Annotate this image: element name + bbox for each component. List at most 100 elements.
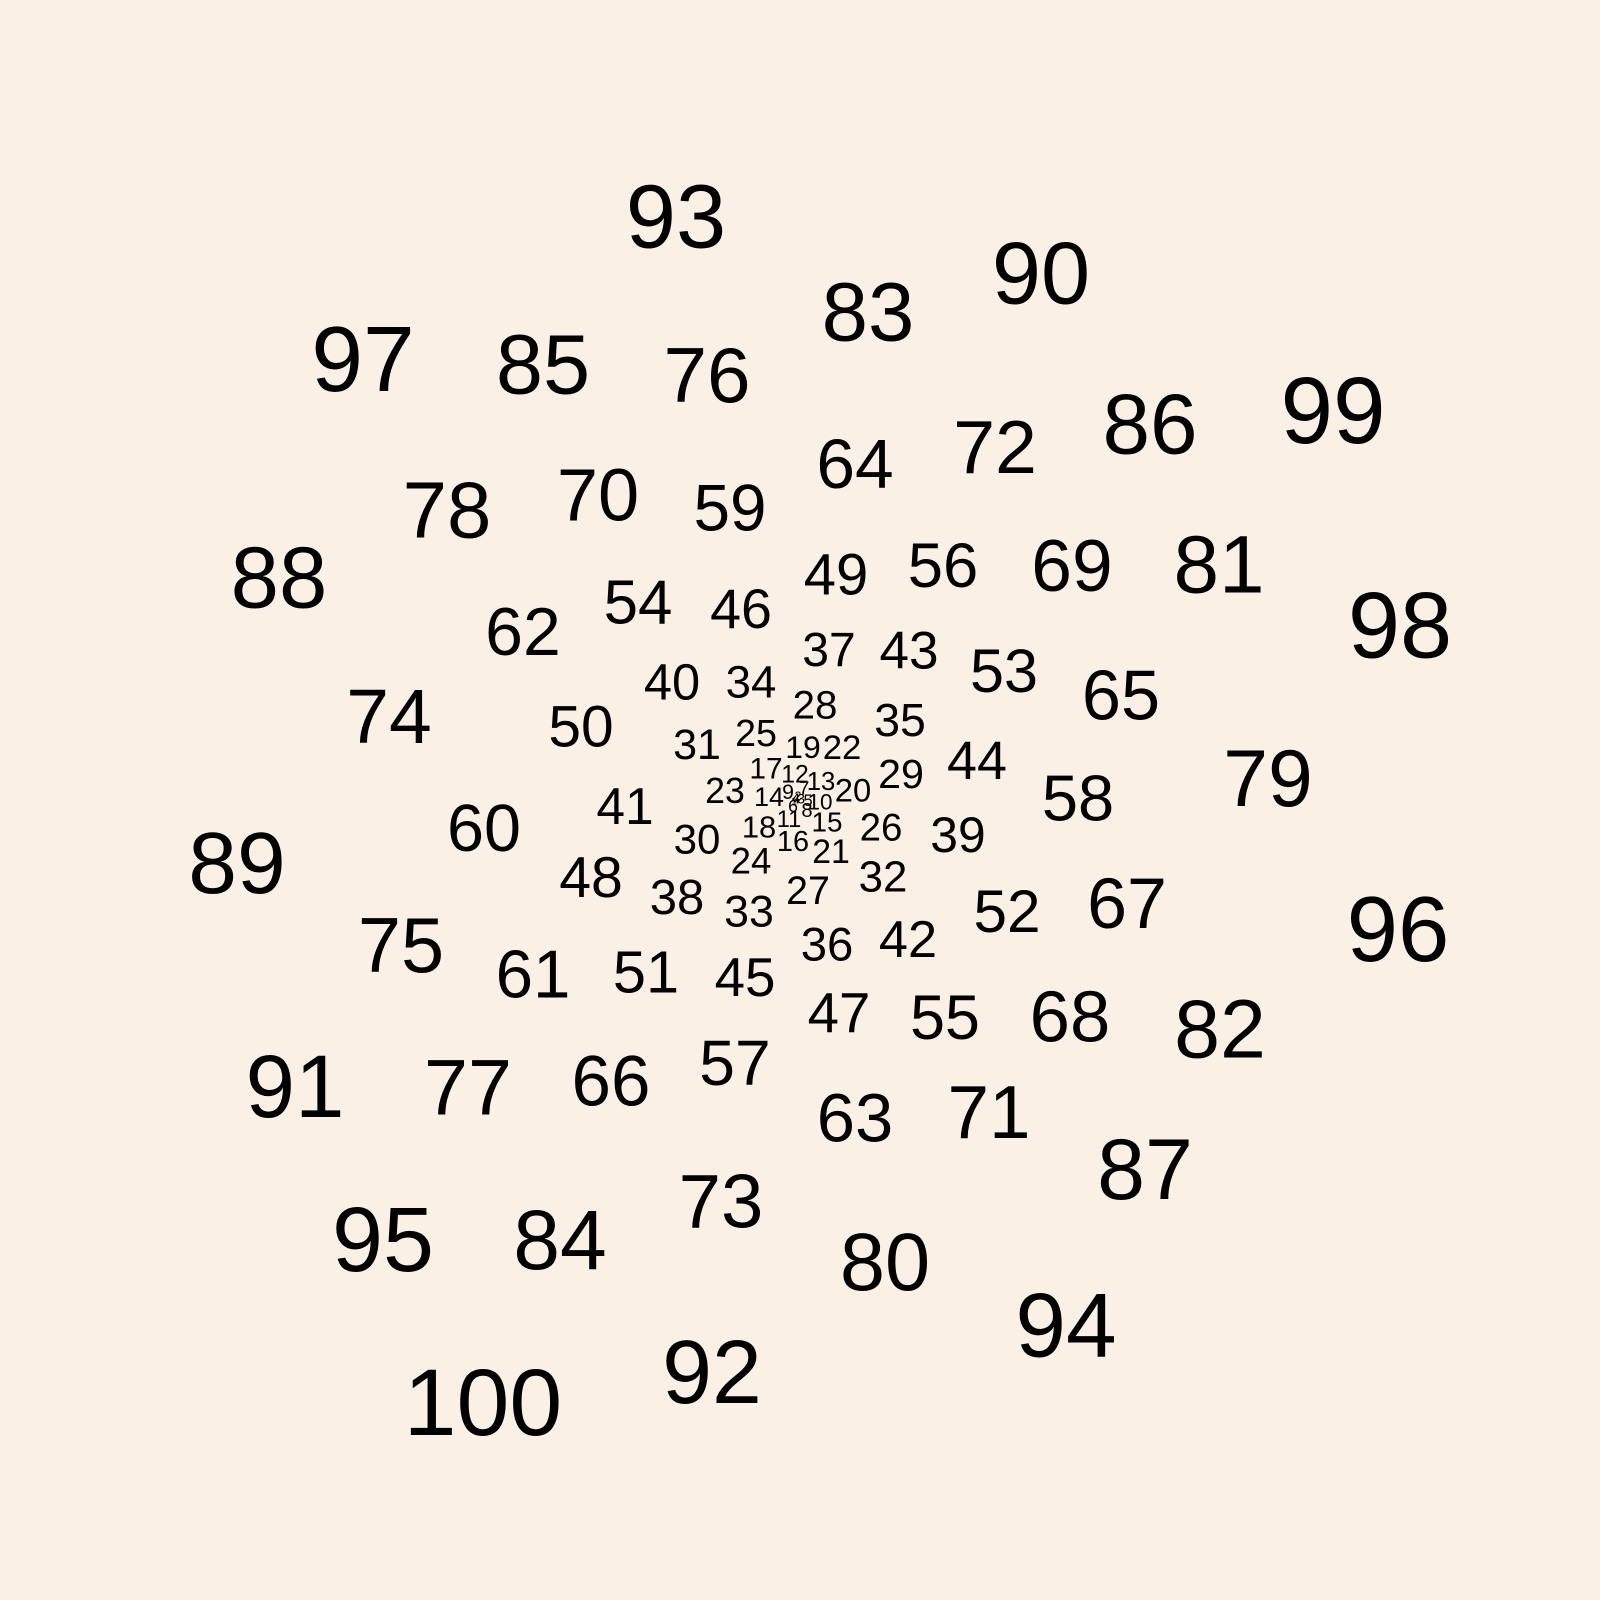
number-label-97: 97 [311, 307, 415, 411]
number-label-46: 46 [710, 578, 772, 640]
number-label-85: 85 [496, 317, 590, 412]
number-label-24: 24 [731, 841, 772, 882]
number-label-98: 98 [1348, 573, 1452, 678]
number-label-42: 42 [879, 911, 937, 969]
number-label-77: 77 [424, 1043, 512, 1132]
number-label-12: 12 [781, 762, 808, 789]
number-label-78: 78 [403, 466, 492, 555]
number-label-21: 21 [812, 833, 850, 871]
number-label-41: 41 [596, 777, 653, 835]
number-label-38: 38 [650, 871, 705, 925]
number-label-2: 2 [795, 789, 802, 803]
number-label-7: 7 [799, 779, 810, 800]
number-label-25: 25 [735, 712, 777, 754]
number-label-69: 69 [1031, 525, 1112, 607]
number-label-56: 56 [908, 531, 979, 601]
number-label-86: 86 [1102, 378, 1197, 473]
number-label-93: 93 [626, 167, 726, 268]
number-label-35: 35 [874, 694, 926, 746]
number-label-91: 91 [246, 1036, 345, 1136]
number-label-37: 37 [802, 623, 856, 677]
number-label-68: 68 [1030, 977, 1111, 1058]
number-label-83: 83 [822, 266, 915, 359]
number-label-27: 27 [786, 869, 830, 913]
number-label-22: 22 [823, 729, 862, 767]
number-label-89: 89 [188, 814, 285, 912]
number-label-67: 67 [1087, 864, 1167, 944]
number-label-64: 64 [816, 425, 893, 503]
number-label-9: 9 [782, 780, 794, 804]
number-label-66: 66 [572, 1043, 651, 1122]
number-label-99: 99 [1280, 358, 1385, 464]
number-label-55: 55 [910, 983, 980, 1053]
number-label-81: 81 [1173, 520, 1264, 611]
number-label-15: 15 [812, 807, 843, 838]
number-label-33: 33 [724, 888, 774, 937]
number-label-70: 70 [557, 454, 639, 537]
number-label-16: 16 [777, 826, 809, 858]
number-label-43: 43 [879, 622, 938, 681]
number-label-94: 94 [1015, 1276, 1116, 1377]
number-label-50: 50 [548, 695, 613, 760]
number-label-57: 57 [699, 1027, 770, 1099]
number-label-60: 60 [447, 792, 521, 866]
number-label-14: 14 [754, 782, 784, 812]
number-label-34: 34 [726, 657, 777, 708]
number-label-8: 8 [801, 800, 812, 822]
number-label-44: 44 [947, 731, 1007, 791]
number-label-63: 63 [817, 1080, 894, 1157]
number-label-80: 80 [840, 1218, 930, 1308]
number-label-58: 58 [1042, 762, 1114, 835]
number-label-23: 23 [705, 771, 745, 811]
number-label-90: 90 [992, 224, 1090, 323]
number-label-1: 1 [791, 797, 797, 808]
number-label-48: 48 [559, 846, 623, 910]
number-label-39: 39 [930, 807, 985, 863]
number-label-95: 95 [332, 1189, 434, 1291]
number-label-4: 4 [792, 791, 800, 808]
number-label-47: 47 [808, 982, 871, 1045]
number-label-75: 75 [358, 903, 444, 989]
number-label-10: 10 [807, 790, 832, 815]
number-label-84: 84 [513, 1193, 607, 1287]
number-label-52: 52 [973, 877, 1040, 945]
number-label-51: 51 [613, 939, 679, 1006]
number-label-100: 100 [404, 1350, 563, 1456]
number-label-72: 72 [953, 405, 1037, 489]
number-label-30: 30 [674, 816, 721, 863]
number-label-36: 36 [801, 919, 854, 972]
number-label-87: 87 [1097, 1122, 1193, 1218]
number-label-31: 31 [673, 721, 721, 769]
number-label-71: 71 [947, 1070, 1030, 1154]
number-label-11: 11 [777, 807, 802, 833]
number-label-19: 19 [785, 729, 820, 765]
number-label-20: 20 [835, 772, 871, 809]
number-label-88: 88 [231, 530, 328, 627]
number-label-26: 26 [860, 807, 903, 850]
number-label-28: 28 [793, 683, 838, 728]
number-label-5: 5 [803, 792, 812, 810]
number-label-17: 17 [749, 753, 782, 786]
number-label-61: 61 [496, 938, 571, 1013]
number-label-65: 65 [1082, 656, 1160, 735]
number-label-54: 54 [604, 569, 673, 638]
number-label-45: 45 [715, 946, 776, 1008]
number-label-73: 73 [679, 1160, 764, 1245]
number-label-6: 6 [788, 796, 798, 816]
number-label-29: 29 [878, 751, 924, 797]
number-label-62: 62 [485, 594, 561, 670]
number-label-76: 76 [663, 331, 750, 419]
number-label-92: 92 [662, 1323, 762, 1423]
number-label-49: 49 [804, 543, 869, 608]
number-label-3: 3 [797, 792, 805, 807]
number-label-79: 79 [1223, 734, 1313, 824]
number-label-40: 40 [644, 654, 700, 711]
number-label-32: 32 [859, 853, 908, 902]
number-label-53: 53 [970, 637, 1038, 705]
number-label-82: 82 [1174, 983, 1266, 1076]
number-label-18: 18 [742, 810, 776, 845]
number-label-96: 96 [1347, 877, 1450, 981]
number-label-59: 59 [693, 472, 766, 545]
